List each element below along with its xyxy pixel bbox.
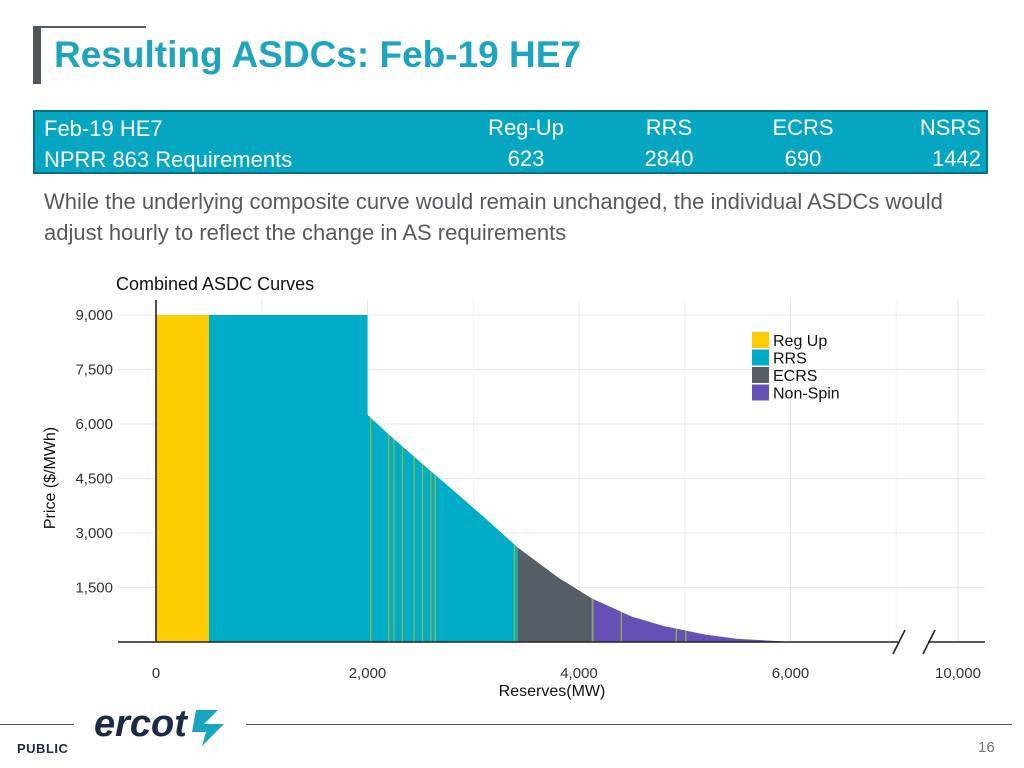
slide-title: Resulting ASDCs: Feb-19 HE7 <box>54 34 581 75</box>
axis-break-mark <box>892 629 906 655</box>
rrs-header: RRS <box>645 115 693 140</box>
legend-label: Reg Up <box>773 333 827 350</box>
y-tick-label: 6,000 <box>75 416 113 433</box>
area-reg-up <box>156 315 209 642</box>
chart-stripe-marks <box>370 417 687 642</box>
ecrs-header: ECRS <box>772 115 834 140</box>
y-tick-label: 3,000 <box>75 525 113 542</box>
lightning-bolt-icon <box>192 710 224 746</box>
ercot-logo: ercot <box>94 703 224 746</box>
requirements-label-line2: NPRR 863 Requirements <box>44 147 293 172</box>
requirements-label-line1: Feb-19 HE7 <box>44 116 163 141</box>
nsrs-header: NSRS <box>919 115 981 140</box>
public-label: PUBLIC <box>17 741 69 756</box>
area-rrs <box>208 315 518 642</box>
y-axis-label: Price ($/MWh) <box>42 427 59 529</box>
x-tick-label: 10,000 <box>935 665 981 682</box>
title-rule <box>36 26 146 28</box>
y-tick-label: 4,500 <box>75 471 113 488</box>
x-tick-label: 2,000 <box>349 665 387 682</box>
legend-label: ECRS <box>773 368 817 385</box>
y-tick-label: 7,500 <box>75 362 113 379</box>
x-axis-label: Reserves(MW) <box>499 683 606 700</box>
area-non-spin <box>591 598 796 642</box>
y-tick-label: 9,000 <box>75 307 113 324</box>
legend-swatch <box>752 367 769 383</box>
area-ecrs <box>517 547 592 642</box>
footer-line-left <box>0 724 74 725</box>
page-number: 16 <box>978 739 995 756</box>
legend-swatch <box>752 332 769 348</box>
ercot-logo-text: ercot <box>94 703 188 745</box>
y-axis-ticks: 1,500 3,000 4,500 6,000 7,500 9,000 <box>75 307 113 597</box>
chart-axes <box>118 300 985 655</box>
legend-label: RRS <box>773 351 807 368</box>
reg-up-value: 623 <box>507 146 545 171</box>
x-tick-label: 6,000 <box>772 665 810 682</box>
requirements-box: Feb-19 HE7 NPRR 863 Requirements Reg-Up … <box>33 110 988 174</box>
legend-swatch <box>752 349 769 366</box>
ecrs-value: 690 <box>784 146 822 171</box>
legend-label: Non-Spin <box>773 386 840 403</box>
chart-title: Combined ASDC Curves <box>116 274 314 294</box>
slide-description: While the underlying composite curve wou… <box>44 189 943 245</box>
reg-up-header: Reg-Up <box>488 115 564 140</box>
x-tick-label: 0 <box>152 665 160 682</box>
axis-break-mark <box>922 629 936 655</box>
nsrs-value: 1442 <box>932 146 981 171</box>
y-tick-label: 1,500 <box>75 580 113 597</box>
rrs-value: 2840 <box>644 146 694 171</box>
footer-line-right <box>246 724 1012 725</box>
x-tick-label: 4,000 <box>560 665 598 682</box>
legend-swatch <box>752 384 769 401</box>
chart-areas <box>156 315 796 642</box>
title-accent-bar <box>33 26 41 84</box>
x-axis-ticks: 0 2,000 4,000 6,000 10,000 <box>152 665 981 682</box>
